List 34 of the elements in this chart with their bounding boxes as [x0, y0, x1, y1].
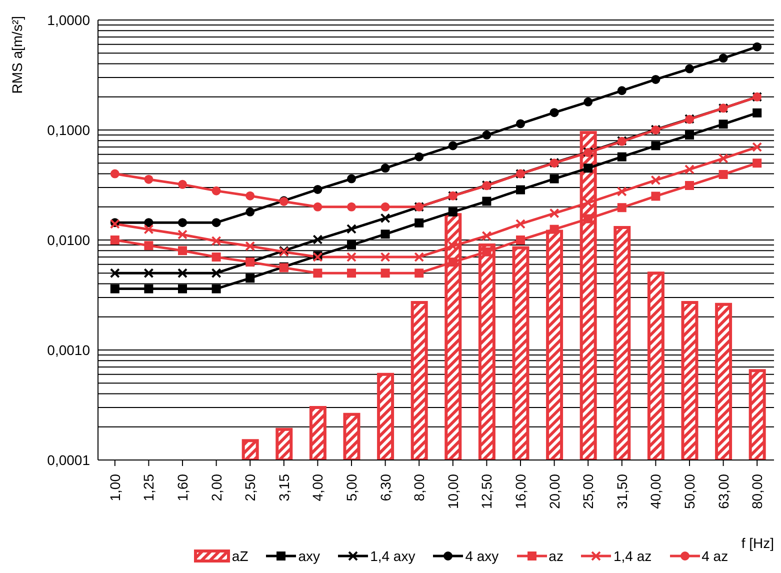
x-tick-label: 80,00 — [749, 474, 766, 510]
x-tick-label: 1,60 — [174, 474, 190, 502]
x-tick-label: 6,30 — [377, 474, 394, 502]
x-tick-label: 10,00 — [444, 474, 461, 510]
x-tick-label: 63,00 — [715, 474, 732, 510]
legend-label: 1,4 axy — [370, 548, 416, 564]
y-tick-label: 0,1000 — [47, 122, 90, 138]
x-tick-label: 8,00 — [411, 474, 428, 502]
legend-label: 1,4 az — [613, 548, 652, 564]
legend-label: axy — [298, 548, 320, 564]
x-tick-label: 31,50 — [614, 474, 630, 510]
x-tick-label: 1,00 — [106, 474, 123, 502]
x-tick-label: 12,50 — [478, 474, 495, 510]
x-tick-label: 16,00 — [512, 474, 528, 510]
legend-label: 4 az — [702, 548, 728, 564]
legend-label: 4 axy — [465, 548, 499, 564]
x-tick-label: 3,15 — [276, 474, 292, 502]
x-tick-label: 20,00 — [546, 474, 562, 510]
y-tick-label: 1,0000 — [47, 12, 90, 28]
x-tick-label: 5,00 — [344, 474, 360, 502]
y-tick-label: 0,0010 — [47, 342, 90, 358]
y-tick-label: 0,0100 — [47, 232, 90, 248]
x-tick-label: 1,25 — [140, 474, 157, 502]
y-tick-label: 0,0001 — [47, 452, 90, 468]
y-axis-title: RMS a[m/s²] — [9, 16, 25, 94]
x-tick-label: 50,00 — [682, 474, 698, 510]
x-tick-label: 2,50 — [242, 474, 258, 502]
legend-label: aZ — [232, 548, 248, 564]
x-tick-label: 25,00 — [580, 474, 596, 510]
legend-label: az — [548, 548, 564, 564]
x-tick-label: 40,00 — [648, 474, 664, 510]
x-tick-label: 4,00 — [310, 474, 326, 502]
x-axis-title: f [Hz] — [741, 535, 774, 551]
x-tick-label: 2,00 — [208, 474, 224, 502]
